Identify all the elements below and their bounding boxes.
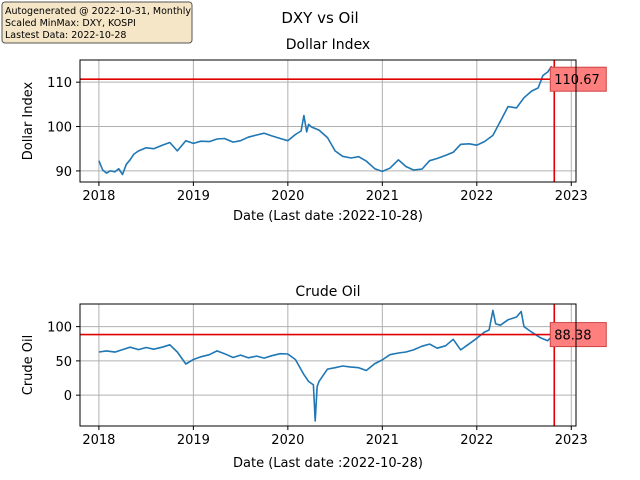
y-axis-label: Dollar Index <box>21 81 36 160</box>
figure-title: DXY vs Oil <box>281 9 358 27</box>
y-tick-label: 50 <box>55 355 72 370</box>
grid-layer <box>80 60 576 182</box>
last-value-label: 110.67 <box>554 73 600 88</box>
y-tick-label: 0 <box>64 389 72 404</box>
last-value-marker-layer: 88.38 <box>80 304 607 426</box>
last-value-label: 88.38 <box>554 329 591 344</box>
x-tick-label: 2021 <box>366 433 399 448</box>
x-tick-label: 2022 <box>460 189 493 204</box>
x-tick-label: 2023 <box>555 433 588 448</box>
y-tick-label: 100 <box>47 121 72 136</box>
grid-layer <box>80 304 576 426</box>
chart-panel-crude-oil: Crude Oil 88.38 2018 2019 2020 2021 2022 2023… <box>21 284 607 471</box>
y-tick-label: 90 <box>55 165 72 180</box>
last-value-marker-layer: 110.67 <box>80 60 607 182</box>
series-line <box>98 309 555 422</box>
x-tick-label: 2020 <box>271 189 304 204</box>
info-line: Scaled MinMax: DXY, KOSPI <box>5 18 136 29</box>
last-value-label-box <box>549 322 607 348</box>
x-tick-label: 2019 <box>177 433 210 448</box>
last-value-label-box <box>549 66 607 92</box>
x-tick-label: 2021 <box>366 189 399 204</box>
chart-title: Crude Oil <box>295 284 360 300</box>
x-axis-label: Date (Last date :2022-10-28) <box>233 209 423 224</box>
x-tick-label: 2019 <box>177 189 210 204</box>
y-tick-label: 110 <box>47 76 72 91</box>
info-line: Autogenerated @ 2022-10-31, Monthly <box>5 6 191 17</box>
series-line-layer <box>98 65 556 176</box>
info-box: Autogenerated @ 2022-10-31, Monthly Scal… <box>1 1 193 44</box>
x-tick-label: 2018 <box>82 189 115 204</box>
info-box-background <box>1 1 193 44</box>
axis-ticks: 2018 2019 2020 2021 2022 2023 90 100 110 <box>47 76 588 204</box>
plot-frame <box>79 59 577 183</box>
chart-panel-dollar-index: Dollar Index 110.67 2018 2019 2020 2021 2022… <box>21 37 607 224</box>
x-tick-label: 2020 <box>271 433 304 448</box>
x-axis-label: Date (Last date :2022-10-28) <box>233 456 423 471</box>
axis-ticks: 2018 2019 2020 2021 2022 2023 0 50 100 <box>47 321 588 448</box>
x-tick-label: 2023 <box>555 189 588 204</box>
y-tick-label: 100 <box>47 321 72 336</box>
x-tick-label: 2018 <box>82 433 115 448</box>
chart-title: Dollar Index <box>286 37 370 53</box>
y-axis-label: Crude Oil <box>21 335 36 396</box>
series-line <box>98 65 556 176</box>
x-tick-label: 2022 <box>460 433 493 448</box>
series-line-layer <box>98 309 555 422</box>
plot-frame <box>79 303 577 427</box>
info-line: Lastest Data: 2022-10-28 <box>5 30 126 41</box>
